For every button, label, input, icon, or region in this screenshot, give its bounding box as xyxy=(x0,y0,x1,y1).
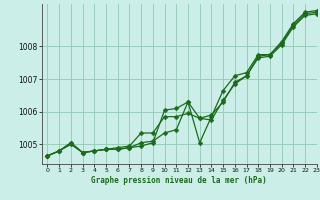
X-axis label: Graphe pression niveau de la mer (hPa): Graphe pression niveau de la mer (hPa) xyxy=(91,176,267,185)
